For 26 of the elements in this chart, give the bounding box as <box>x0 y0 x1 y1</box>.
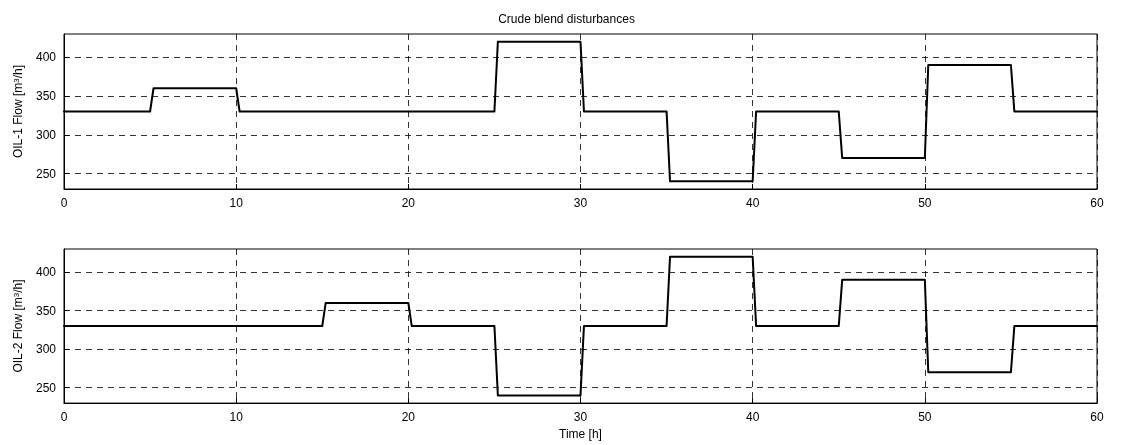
y-tick-label: 350 <box>35 303 57 318</box>
x-tick-label: 10 <box>229 410 244 425</box>
x-tick-label: 50 <box>918 196 932 210</box>
x-tick-label: 10 <box>229 196 244 210</box>
y-tick-label: 250 <box>35 380 57 395</box>
x-tick-label: 50 <box>918 410 932 425</box>
x-tick-label: 40 <box>745 410 760 425</box>
y-tick-label: 350 <box>35 89 57 103</box>
y-tick-label: 300 <box>35 342 57 357</box>
x-tick-label: 30 <box>573 410 588 425</box>
x-tick-label: 60 <box>1090 196 1104 210</box>
y-tick-label: 400 <box>35 265 57 280</box>
y-tick-label: 250 <box>35 166 57 181</box>
x-axis-title: Time [h] <box>559 427 602 441</box>
y-axis-title: OIL-1 Flow [m3/h] <box>11 64 25 159</box>
x-tick-label: 30 <box>573 196 588 210</box>
chart-title: Crude blend disturbances <box>498 12 635 26</box>
x-tick-label: 20 <box>401 196 416 210</box>
x-tick-label: 20 <box>401 410 416 425</box>
x-tick-label: 60 <box>1090 410 1104 425</box>
y-axis-title: OIL-2 Flow [m3/h] <box>11 279 25 373</box>
x-tick-label: 40 <box>745 196 760 210</box>
y-tick-label: 300 <box>35 127 57 142</box>
y-tick-label: 400 <box>35 50 57 65</box>
x-tick-label: 0 <box>60 196 68 210</box>
x-tick-label: 0 <box>60 410 68 425</box>
